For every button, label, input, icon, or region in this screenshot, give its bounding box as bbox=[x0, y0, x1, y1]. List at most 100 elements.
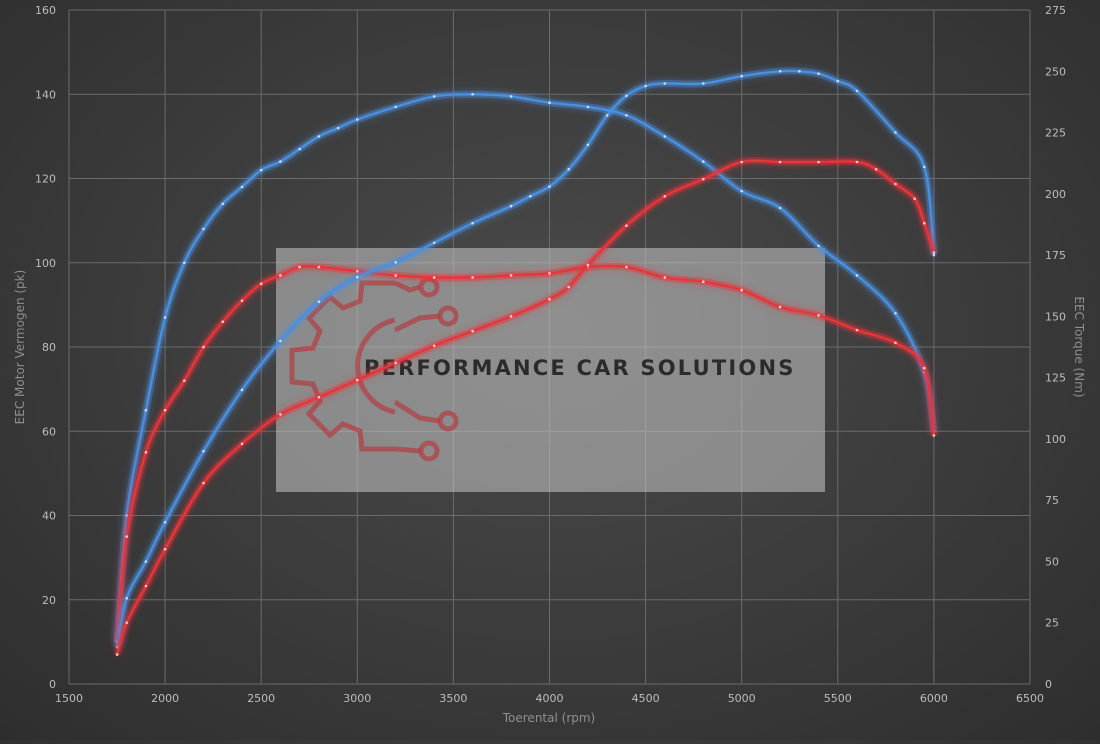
series-point bbox=[115, 653, 119, 656]
series-point bbox=[817, 244, 820, 248]
y2-tick-label: 200 bbox=[1045, 188, 1066, 201]
series-point bbox=[356, 378, 359, 382]
series-point bbox=[548, 272, 551, 275]
series-point bbox=[471, 329, 474, 333]
series-point bbox=[279, 160, 282, 163]
series-point bbox=[740, 160, 743, 164]
series-point bbox=[471, 221, 474, 225]
series-point bbox=[894, 182, 897, 186]
series-line bbox=[115, 159, 936, 656]
series-point bbox=[356, 275, 359, 279]
series-point bbox=[817, 314, 820, 317]
y2-tick-label: 25 bbox=[1045, 617, 1059, 630]
y2-tick-label: 275 bbox=[1045, 4, 1066, 17]
x-tick-label: 6500 bbox=[1016, 692, 1044, 705]
series-point bbox=[874, 168, 878, 171]
series-point bbox=[702, 280, 705, 284]
series-point bbox=[183, 379, 186, 383]
y-tick-label: 80 bbox=[42, 341, 56, 354]
series-point bbox=[548, 185, 551, 188]
watermark: PERFORMANCE CAR SOLUTIONS bbox=[276, 248, 825, 492]
y-tick-label: 140 bbox=[35, 88, 56, 101]
series-point bbox=[778, 206, 782, 210]
series-point bbox=[778, 305, 782, 309]
series-point bbox=[471, 93, 474, 96]
series-point bbox=[567, 285, 570, 289]
series-point bbox=[548, 101, 551, 104]
x-tick-label: 5500 bbox=[824, 692, 852, 705]
series-point bbox=[202, 481, 205, 485]
y2-tick-label: 175 bbox=[1045, 249, 1066, 262]
y-tick-label: 60 bbox=[42, 425, 56, 438]
series-point bbox=[509, 204, 513, 208]
series-point bbox=[163, 547, 167, 551]
x-axis-ticks: 1500 2000 2500 3000 3500 4000 4500 5000 5500 6000… bbox=[55, 692, 1044, 705]
series-point bbox=[432, 276, 436, 279]
y2-tick-label: 100 bbox=[1045, 433, 1066, 446]
series-point bbox=[923, 221, 926, 225]
x-tick-label: 3000 bbox=[343, 692, 371, 705]
series-line bbox=[115, 264, 936, 644]
series-point bbox=[586, 143, 590, 147]
y2-tick-label: 75 bbox=[1045, 494, 1059, 507]
x-tick-label: 3500 bbox=[439, 692, 467, 705]
series-point bbox=[336, 126, 340, 130]
x-tick-label: 2000 bbox=[151, 692, 179, 705]
series-point bbox=[394, 105, 398, 109]
series-point bbox=[817, 72, 820, 75]
x-tick-label: 2500 bbox=[247, 692, 275, 705]
series-point bbox=[279, 274, 282, 277]
series-point bbox=[855, 89, 859, 93]
series-point bbox=[702, 82, 705, 85]
y2-axis-ticks: 0 25 50 75 100 125 150 175 200 225 250 275 bbox=[1045, 4, 1066, 691]
y2-tick-label: 150 bbox=[1045, 310, 1066, 323]
series-point bbox=[125, 596, 128, 600]
series-point bbox=[356, 118, 359, 121]
y-tick-label: 40 bbox=[42, 510, 56, 523]
series-point bbox=[394, 274, 398, 277]
x-tick-label: 1500 bbox=[55, 692, 83, 705]
series-4 bbox=[113, 157, 938, 656]
series-point bbox=[202, 345, 205, 349]
series-point bbox=[702, 177, 705, 181]
y2-tick-label: 0 bbox=[1045, 678, 1052, 691]
series-point bbox=[432, 344, 436, 348]
series-point bbox=[644, 84, 647, 88]
series-point bbox=[913, 197, 916, 200]
series-point bbox=[586, 105, 590, 109]
x-axis-title: Toerental (rpm) bbox=[502, 711, 595, 725]
series-point bbox=[183, 261, 186, 265]
series-point bbox=[663, 195, 667, 198]
series-point bbox=[144, 560, 148, 563]
series-point bbox=[432, 95, 436, 98]
y-tick-label: 0 bbox=[49, 678, 56, 691]
series-point bbox=[298, 147, 301, 151]
series-point bbox=[259, 168, 263, 172]
series-point bbox=[894, 131, 897, 134]
series-point bbox=[855, 328, 859, 332]
series-point bbox=[163, 408, 167, 412]
series-point bbox=[221, 202, 225, 206]
gear-circuit-logo bbox=[289, 276, 459, 462]
series-point bbox=[509, 315, 513, 318]
series-point bbox=[163, 316, 167, 319]
series-point bbox=[817, 160, 820, 164]
series-point bbox=[240, 388, 244, 392]
series-point bbox=[279, 413, 282, 416]
series-point bbox=[923, 165, 926, 169]
y-axis-ticks: 0 20 40 60 80 100 120 140 160 bbox=[35, 4, 56, 691]
series-point bbox=[298, 265, 301, 269]
series-point bbox=[202, 449, 205, 453]
series-point bbox=[798, 70, 801, 73]
series-point bbox=[625, 94, 628, 98]
x-tick-label: 4000 bbox=[536, 692, 564, 705]
watermark-text: PERFORMANCE CAR SOLUTIONS bbox=[364, 356, 796, 380]
series-point bbox=[394, 261, 398, 264]
series-point bbox=[740, 189, 743, 193]
x-tick-label: 6000 bbox=[920, 692, 948, 705]
series-point bbox=[663, 276, 667, 279]
series-point bbox=[509, 95, 513, 98]
series-lines bbox=[113, 67, 938, 656]
series-point bbox=[932, 434, 936, 437]
